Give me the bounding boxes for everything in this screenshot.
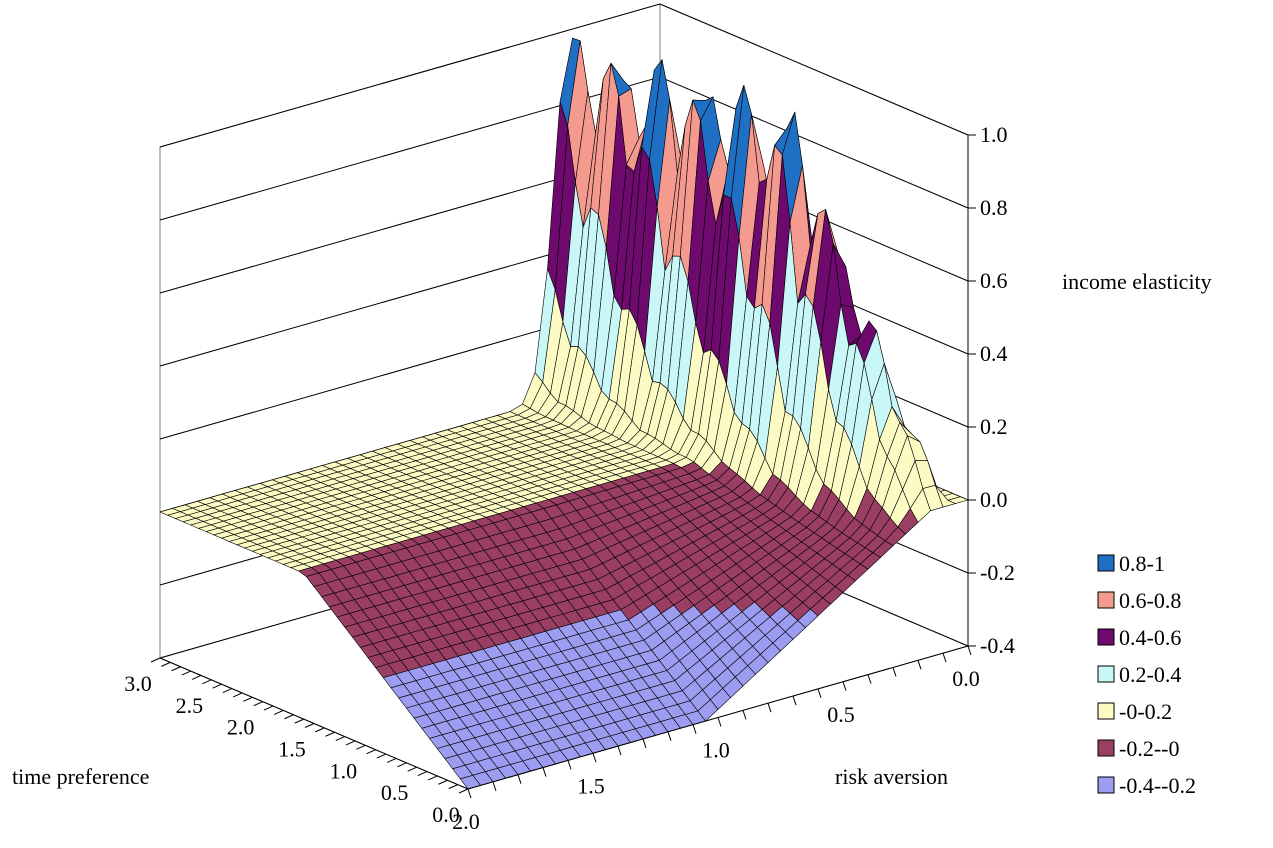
legend-swatch (1097, 739, 1115, 757)
y-tick-mark (243, 696, 253, 702)
y-tick-mark (366, 749, 376, 755)
y-tick-label: 2.0 (227, 715, 255, 740)
legend-label: -0-0.2 (1119, 699, 1172, 724)
y-tick-mark (191, 675, 202, 680)
x-tick-mark (467, 788, 472, 799)
y-tick-label: 0.0 (432, 802, 460, 827)
y-tick-mark (427, 775, 438, 781)
z-axis-title: income elasticity (1062, 269, 1212, 294)
x-tick-label: 1.5 (577, 773, 605, 798)
x-tick-mark (742, 710, 747, 720)
z-axis: -0.4 -0.2 0.0 0.2 0.4 0.6 0.8 1.0 (967, 122, 1015, 658)
legend-label: -0.2--0 (1119, 736, 1179, 761)
y-tick-mark (263, 705, 274, 711)
y-tick-label: 0.5 (381, 780, 409, 805)
legend-label: 0.6-0.8 (1119, 588, 1181, 613)
legend-swatch (1097, 776, 1115, 794)
surface-plot (159, 37, 969, 790)
y-tick-label: 1.5 (278, 737, 306, 762)
gridline (159, 3, 969, 148)
x-tick-mark (717, 717, 722, 727)
y-tick-mark (202, 679, 212, 685)
x-tick-mark (842, 681, 847, 691)
x-tick-mark (817, 688, 822, 699)
y-tick-mark (212, 683, 222, 689)
x-tick-mark (692, 724, 697, 734)
y-tick-mark (161, 661, 171, 667)
x-tick-mark (542, 767, 547, 777)
y-tick-label: 3.0 (124, 671, 152, 696)
x-tick-mark (592, 753, 597, 763)
x-tick-mark (967, 645, 972, 656)
x-tick-mark (492, 781, 497, 792)
z-tick-label: 0.6 (980, 268, 1008, 293)
y-tick-mark (386, 757, 397, 763)
y-tick-mark (181, 670, 192, 676)
y-axis: 0.0 0.5 1.0 1.5 2.0 2.5 3.0 (124, 657, 469, 827)
y-tick-mark (448, 784, 458, 790)
y-tick-mark (397, 762, 407, 768)
legend-label: 0.2-0.4 (1119, 662, 1181, 687)
legend-label: 0.4-0.6 (1119, 625, 1181, 650)
x-tick-mark (667, 731, 672, 741)
y-tick-mark (284, 714, 294, 720)
x-tick-mark (517, 774, 522, 784)
y-tick-mark (417, 771, 428, 776)
legend-swatch (1097, 591, 1115, 609)
y-tick-mark (150, 657, 161, 663)
y-tick-label: 2.5 (176, 693, 204, 718)
y-axis-title: time preference (12, 764, 149, 789)
x-axis: 0.0 0.5 1.0 1.5 2.0 (452, 645, 980, 834)
x-tick-label: 1.0 (702, 738, 730, 763)
y-tick-mark (273, 709, 284, 715)
z-tick-label: 1.0 (980, 122, 1008, 147)
legend-label: 0.8-1 (1119, 551, 1165, 576)
z-tick-label: 0.4 (980, 341, 1008, 366)
x-tick-label: 2.0 (452, 809, 480, 834)
y-tick-mark (325, 731, 335, 737)
x-tick-mark (792, 695, 797, 706)
y-tick-mark (335, 736, 346, 742)
y-tick-mark (315, 727, 325, 733)
y-tick-label: 1.0 (330, 758, 358, 783)
x-tick-mark (917, 660, 922, 670)
z-tick-label: 0.8 (980, 195, 1008, 220)
z-tick-label: -0.4 (980, 633, 1015, 658)
y-tick-mark (407, 766, 417, 772)
y-tick-mark (222, 688, 233, 694)
y-tick-mark (345, 740, 356, 746)
legend-swatch (1097, 702, 1115, 720)
x-tick-label: 0.5 (827, 702, 855, 727)
legend-swatch (1097, 628, 1115, 646)
x-tick-mark (642, 738, 647, 749)
x-tick-mark (942, 652, 947, 663)
z-tick-label: -0.2 (980, 560, 1015, 585)
y-tick-mark (171, 666, 181, 672)
legend: 0.8-1 0.6-0.8 0.4-0.6 0.2-0.4 -0-0.2 -0.2--0 -… (1097, 551, 1196, 798)
x-tick-mark (567, 760, 572, 770)
x-tick-mark (867, 674, 872, 684)
x-axis-title: risk aversion (835, 764, 948, 789)
x-tick-mark (767, 703, 772, 713)
legend-label: -0.4--0.2 (1119, 773, 1196, 798)
y-tick-mark (304, 723, 315, 728)
legend-swatch (1097, 665, 1115, 683)
x-tick-label: 0.0 (952, 666, 980, 691)
y-tick-mark (458, 788, 469, 794)
z-tick-label: 0.0 (980, 487, 1008, 512)
y-tick-mark (253, 701, 263, 707)
y-tick-mark (356, 744, 366, 750)
y-tick-mark (376, 753, 387, 759)
x-tick-mark (617, 745, 622, 756)
legend-swatch (1097, 554, 1115, 572)
y-tick-mark (438, 779, 448, 785)
z-tick-label: 0.2 (980, 414, 1008, 439)
x-tick-mark (892, 667, 897, 677)
y-tick-mark (232, 692, 243, 698)
y-tick-mark (294, 718, 304, 724)
